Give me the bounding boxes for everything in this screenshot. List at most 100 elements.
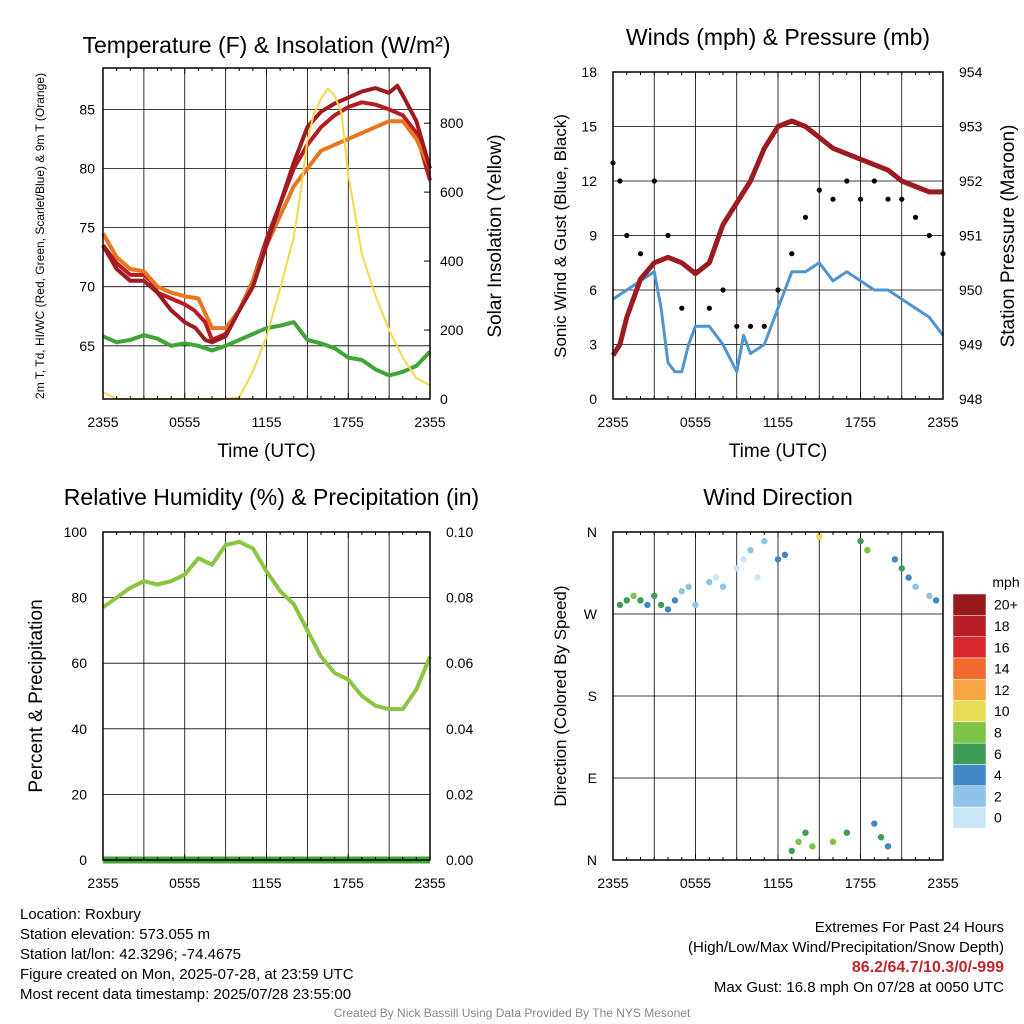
y-tick-label-left: 12: [581, 173, 597, 189]
direction-point: [657, 601, 665, 609]
direction-point: [671, 597, 679, 604]
colorbar-swatch: [952, 657, 987, 680]
chart-title: Temperature (F) & Insolation (W/m²): [82, 32, 450, 58]
direction-point: [740, 556, 747, 563]
y-tick-label-left: 20: [71, 786, 87, 802]
y-tick-label-right: 0: [440, 391, 448, 407]
gust-point: [720, 287, 726, 293]
y-tick-label-right: 948: [959, 391, 983, 407]
direction-point: [905, 574, 912, 581]
colorbar-label: 16: [994, 639, 1010, 655]
direction-point: [843, 829, 850, 836]
colorbar-label: 12: [994, 682, 1010, 698]
gust-point: [926, 232, 932, 239]
y-tick-label-left: 100: [64, 524, 88, 540]
colorbar-label: 0: [994, 810, 1002, 826]
direction-point: [623, 597, 630, 604]
x-tick-label: 2355: [87, 414, 118, 430]
x-tick-label: 0555: [169, 875, 200, 891]
y-tick-label-right: 0.06: [446, 655, 473, 671]
credit-text: Created By Nick Bassill Using Data Provi…: [333, 1006, 691, 1020]
colorbar-label: 20+: [994, 597, 1018, 613]
x-tick-label: 2355: [414, 414, 445, 430]
y-tick-label: W: [584, 606, 598, 622]
direction-point: [651, 592, 658, 599]
gust-point: [706, 305, 712, 311]
x-tick-label: 2355: [414, 875, 445, 891]
colorbar-swatch: [952, 785, 987, 808]
y-tick-label-left: 70: [79, 279, 95, 295]
direction-point: [795, 838, 802, 845]
y-tick-label: S: [588, 688, 597, 704]
y-tick-label-right: 0.04: [446, 721, 473, 737]
gust-point: [802, 214, 809, 220]
direction-point: [857, 537, 864, 545]
direction-point: [809, 843, 816, 850]
direction-point: [781, 551, 789, 558]
x-tick-label: 0555: [680, 414, 711, 430]
direction-point: [637, 597, 644, 604]
y-tick-label-left: 0: [79, 852, 87, 868]
x-tick-label: 1755: [333, 414, 364, 430]
gust-point: [679, 305, 685, 311]
y-axis-label: Direction (Colored By Speed): [551, 585, 570, 806]
y-tick-label-right: 0.00: [446, 852, 473, 868]
colorbar-swatch: [952, 721, 987, 744]
elevation-text: Station elevation: 573.055 m: [20, 926, 211, 943]
direction-point: [692, 601, 699, 609]
x-tick-label: 1155: [251, 875, 281, 891]
gust-point: [899, 196, 905, 202]
colorbar-swatch: [952, 636, 987, 659]
direction-point: [685, 583, 692, 590]
direction-point: [829, 838, 837, 845]
direction-point: [616, 601, 624, 609]
colorbar-swatch: [952, 593, 987, 616]
direction-point: [719, 583, 727, 590]
y-tick-label-left: 40: [71, 721, 87, 737]
x-tick-label: 2355: [87, 875, 118, 891]
location-text: Location: Roxbury: [20, 906, 141, 923]
y-axis-label-left: Sonic Wind & Gust (Blue, Black): [551, 114, 570, 358]
temperature-chart: 2355 0555 1155 1755 2355 65 70 75 80 85 0 200 400 600…: [33, 32, 506, 462]
y-axis-label-right: Station Pressure (Maroon): [998, 125, 1019, 348]
y-tick-label-left: 65: [79, 338, 95, 354]
y-tick-label-left: 3: [589, 337, 597, 353]
y-tick-label: N: [587, 524, 597, 540]
colorbar-swatch: [952, 615, 987, 637]
y-tick-label-left: 6: [589, 282, 597, 298]
y-tick-label-left: 85: [79, 101, 95, 117]
x-axis-label: Time (UTC): [217, 441, 316, 462]
series-line: [610, 118, 943, 357]
colorbar-swatch: [952, 678, 987, 701]
y-tick-label-right: 200: [440, 322, 464, 338]
extremes-title: Extremes For Past 24 Hours: [814, 919, 1004, 936]
gust-point: [617, 178, 623, 184]
y-tick-label-left: 0: [589, 391, 597, 407]
x-tick-label: 2355: [927, 875, 958, 891]
colorbar-label: 14: [994, 661, 1010, 677]
series-line: [612, 261, 945, 374]
y-tick-label-right: 0.02: [446, 786, 473, 802]
direction-point: [926, 592, 933, 599]
y-tick-label: E: [588, 770, 597, 786]
y-tick-label-right: 954: [959, 64, 983, 80]
x-tick-label: 1155: [763, 875, 793, 891]
gust-point: [665, 232, 671, 239]
direction-point: [761, 537, 768, 545]
chart-title: Winds (mph) & Pressure (mb): [626, 24, 930, 50]
gust-point: [816, 187, 822, 193]
direction-point: [864, 547, 871, 554]
x-tick-label: 2355: [597, 414, 628, 430]
colorbar-label: 2: [994, 788, 1002, 804]
direction-point: [816, 533, 823, 540]
colorbar-swatch: [952, 742, 987, 765]
colorbar-swatch: [952, 764, 987, 786]
y-tick-label-right: 400: [440, 253, 464, 269]
y-tick-label-right: 949: [959, 337, 983, 353]
y-tick-label-right: 800: [440, 115, 464, 131]
direction-point: [706, 578, 713, 586]
colorbar-title: mph: [992, 574, 1019, 590]
